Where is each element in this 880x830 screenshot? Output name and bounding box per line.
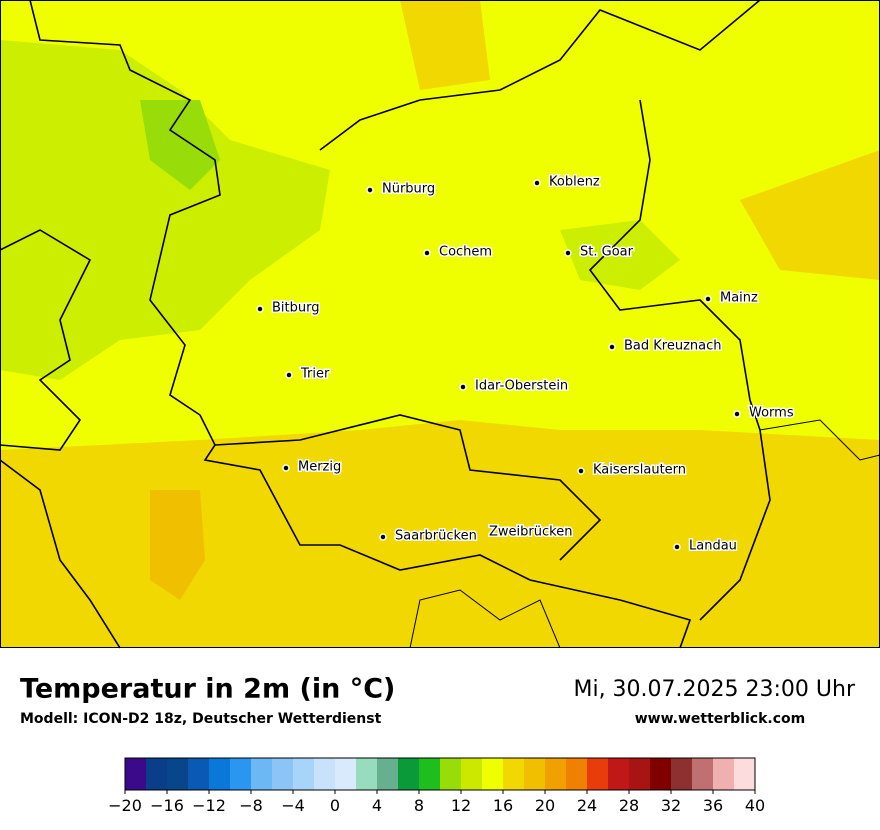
city-label: Saarbrücken (395, 529, 477, 544)
colorbar-segment (587, 758, 609, 790)
colorbar-tick-label: 8 (414, 796, 424, 815)
city-label: Idar-Oberstein (475, 379, 568, 394)
city-dot (379, 533, 387, 541)
colorbar-tick-label: −4 (281, 796, 305, 815)
city-dot (459, 383, 467, 391)
colorbar-segment (356, 758, 378, 790)
colorbar-segment (566, 758, 588, 790)
colorbar-segment (671, 758, 693, 790)
city: Bitburg (256, 299, 321, 317)
city-dot (704, 295, 712, 303)
colorbar-segment (335, 758, 357, 790)
city-dot (423, 249, 431, 257)
city: Mainz (704, 289, 760, 307)
city-dot (608, 343, 616, 351)
colorbar-segment (230, 758, 252, 790)
city-dot (366, 186, 374, 194)
colorbar-tick-label: 0 (330, 796, 340, 815)
datetime: Mi, 30.07.2025 23:00 Uhr (573, 677, 855, 702)
colorbar-tick-label: 24 (577, 796, 597, 815)
colorbar-segment (440, 758, 462, 790)
colorbar-segment (524, 758, 546, 790)
city-label: Bad Kreuznach (624, 339, 722, 354)
colorbar-segment (461, 758, 483, 790)
city-label: Merzig (298, 460, 341, 475)
city: Cochem (423, 243, 494, 261)
colorbar-segment (419, 758, 441, 790)
city-dot (564, 249, 572, 257)
colorbar-tick-label: −12 (192, 796, 226, 815)
colorbar-segment (503, 758, 525, 790)
city-label: Landau (689, 539, 737, 554)
city: Nürburg (366, 180, 437, 198)
city-label: Nürburg (382, 182, 435, 197)
map: Nürburg Koblenz Cochem St. Goar Mainz Bitburg… (0, 0, 880, 649)
city-label: Bitburg (272, 301, 320, 316)
colorbar-segment (167, 758, 189, 790)
city-dot (673, 543, 681, 551)
colorbar: −20 −16 −12 −8 −4 0 4 8 12 16 20 24 28 32 36 40 (108, 757, 765, 815)
city-label: Koblenz (549, 175, 600, 190)
colorbar-segment (545, 758, 567, 790)
colorbar-segment (650, 758, 672, 790)
colorbar-segment (209, 758, 231, 790)
city-dot (285, 371, 293, 379)
colorbar-tick-label: 20 (535, 796, 555, 815)
city-dot (282, 464, 290, 472)
city: Trier (285, 365, 331, 383)
city: Zweibrücken (488, 523, 574, 541)
website: www.wetterblick.com (635, 711, 806, 727)
city: Merzig (282, 458, 343, 476)
city-label: St. Goar (580, 245, 634, 260)
city-label: Zweibrücken (489, 525, 572, 540)
colorbar-tick-label: 16 (493, 796, 513, 815)
city-label: Trier (300, 367, 330, 382)
colorbar-segment (692, 758, 714, 790)
colorbar-frame (124, 757, 756, 791)
colorbar-tick-label: −20 (108, 796, 142, 815)
title: Temperatur in 2m (in °C) (20, 674, 395, 705)
colorbar-segment (272, 758, 294, 790)
colorbar-segment (314, 758, 336, 790)
city: Saarbrücken (379, 527, 478, 545)
colorbar-segment (713, 758, 735, 790)
city: St. Goar (564, 243, 635, 261)
city: Landau (673, 537, 738, 555)
colorbar-tick-label: 28 (619, 796, 639, 815)
footer: Temperatur in 2m (in °C) Modell: ICON-D2… (20, 674, 856, 728)
colorbar-segment (146, 758, 168, 790)
colorbar-segment (734, 758, 756, 790)
colorbar-tick-label: −8 (239, 796, 263, 815)
colorbar-segment (125, 758, 147, 790)
model-info: Modell: ICON-D2 18z, Deutscher Wetterdie… (20, 711, 382, 727)
city-label: Kaiserslautern (593, 463, 686, 478)
colorbar-tick-label: 36 (703, 796, 723, 815)
city: Koblenz (533, 173, 601, 191)
colorbar-segment (482, 758, 504, 790)
colorbar-segment (377, 758, 399, 790)
colorbar-segment (398, 758, 420, 790)
colorbar-tick-label: 40 (745, 796, 765, 815)
city-dot (533, 179, 541, 187)
colorbar-tick-label: 4 (372, 796, 382, 815)
colorbar-segment (251, 758, 273, 790)
city-label: Mainz (720, 291, 758, 306)
city-dot (733, 410, 741, 418)
colorbar-tick-label: −16 (150, 796, 184, 815)
colorbar-segment (188, 758, 210, 790)
city: Worms (733, 404, 795, 422)
colorbar-segment (629, 758, 651, 790)
colorbar-segment (608, 758, 630, 790)
city: Bad Kreuznach (608, 337, 723, 355)
colorbar-tick-label: 32 (661, 796, 681, 815)
city-label: Worms (749, 406, 794, 421)
city-label: Cochem (439, 245, 492, 260)
city: Kaiserslautern (577, 461, 688, 479)
colorbar-segment (293, 758, 315, 790)
city-dot (577, 467, 585, 475)
colorbar-tick-label: 12 (451, 796, 471, 815)
city-dot (256, 305, 264, 313)
city: Idar-Oberstein (459, 377, 570, 395)
